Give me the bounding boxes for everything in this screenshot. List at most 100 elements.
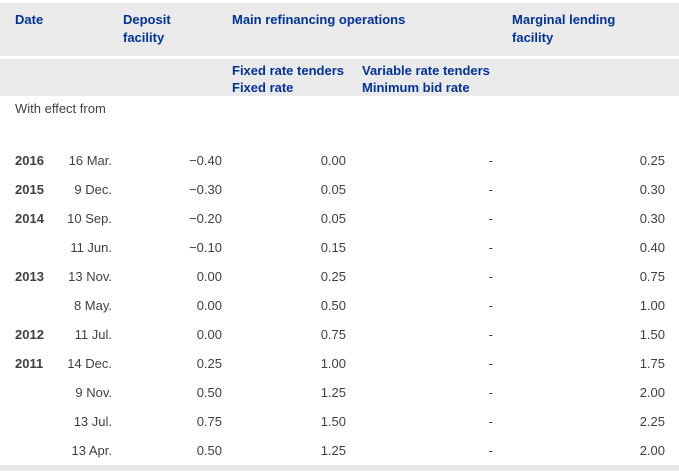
rates-table: Date Deposit facility Main refinancing o… bbox=[0, 3, 679, 465]
row-fixed-rate: 1.25 bbox=[320, 385, 346, 400]
table-row: 2011 14 Dec. 0.25 1.00 - 1.75 bbox=[0, 349, 679, 378]
subheader-fixed-rate-tenders-line2: Fixed rate bbox=[232, 79, 294, 95]
row-year: 2012 bbox=[15, 327, 44, 342]
subheader-spacer-marginal bbox=[495, 57, 679, 96]
row-date: 10 Sep. bbox=[67, 211, 112, 226]
row-marginal-lending-rate: 1.50 bbox=[639, 327, 666, 342]
column-header-marginal-lending-label: Marginal lending facility bbox=[512, 12, 616, 45]
row-variable-rate: - bbox=[488, 327, 494, 342]
row-marginal-lending-rate: 0.40 bbox=[639, 240, 666, 255]
column-header-marginal-lending: Marginal lending facility bbox=[495, 3, 679, 59]
column-header-deposit-facility: Deposit facility bbox=[114, 3, 224, 59]
table-row: 2015 9 Dec. −0.30 0.05 - 0.30 bbox=[0, 175, 679, 204]
row-deposit-facility-rate: −0.10 bbox=[189, 240, 222, 255]
row-deposit-facility-rate: 0.50 bbox=[196, 443, 222, 458]
row-year bbox=[0, 378, 50, 407]
spacer-cell bbox=[495, 96, 679, 146]
column-header-main-refinancing-label: Main refinancing operations bbox=[232, 12, 406, 27]
row-variable-rate: - bbox=[488, 298, 494, 313]
row-year bbox=[0, 233, 50, 262]
row-marginal-lending-rate: 0.30 bbox=[639, 211, 666, 226]
row-date: 13 Apr. bbox=[71, 443, 112, 458]
row-marginal-lending-rate: 0.25 bbox=[639, 153, 666, 168]
row-variable-rate: - bbox=[488, 356, 494, 371]
row-year bbox=[0, 407, 50, 436]
with-effect-from-row: With effect from bbox=[0, 96, 679, 146]
row-date: 9 Dec. bbox=[74, 182, 112, 197]
subheader-spacer-deposit bbox=[114, 57, 224, 96]
subheader-fixed-rate-tenders-line1: Fixed rate tenders bbox=[232, 62, 344, 78]
header-row-main: Date Deposit facility Main refinancing o… bbox=[0, 3, 679, 59]
row-marginal-lending-rate: 1.00 bbox=[639, 298, 666, 313]
row-deposit-facility-rate: 0.25 bbox=[196, 356, 222, 371]
row-fixed-rate: 0.05 bbox=[320, 211, 346, 226]
row-date: 11 Jul. bbox=[74, 327, 112, 342]
subheader-fixed-rate-tenders: Fixed rate tenders Fixed rate bbox=[224, 57, 348, 96]
table-row: 2016 16 Mar. −0.40 0.00 - 0.25 bbox=[0, 146, 679, 175]
row-variable-rate: - bbox=[488, 182, 494, 197]
table-header: Date Deposit facility Main refinancing o… bbox=[0, 3, 679, 96]
row-fixed-rate: 0.50 bbox=[320, 298, 346, 313]
row-date: 16 Mar. bbox=[68, 153, 112, 168]
row-deposit-facility-rate: 0.00 bbox=[196, 269, 222, 284]
row-variable-rate: - bbox=[488, 240, 494, 255]
row-fixed-rate: 0.25 bbox=[320, 269, 346, 284]
row-variable-rate: - bbox=[488, 153, 494, 168]
column-header-deposit-facility-label: Deposit facility bbox=[123, 12, 171, 45]
subheader-variable-rate-tenders-line1: Variable rate tenders bbox=[362, 62, 490, 78]
row-variable-rate: - bbox=[488, 414, 494, 429]
column-header-main-refinancing: Main refinancing operations bbox=[224, 3, 496, 59]
spacer-cell bbox=[224, 96, 348, 146]
row-year: 2013 bbox=[15, 269, 44, 284]
row-variable-rate: - bbox=[488, 211, 494, 226]
table-row: 11 Jun. −0.10 0.15 - 0.40 bbox=[0, 233, 679, 262]
row-marginal-lending-rate: 2.25 bbox=[639, 414, 666, 429]
row-year bbox=[0, 291, 50, 320]
with-effect-from-label: With effect from bbox=[15, 101, 106, 116]
table-row: 9 Nov. 0.50 1.25 - 2.00 bbox=[0, 378, 679, 407]
table-row: 2012 11 Jul. 0.00 0.75 - 1.50 bbox=[0, 320, 679, 349]
row-deposit-facility-rate: 0.50 bbox=[196, 385, 222, 400]
column-header-date-label: Date bbox=[15, 12, 44, 27]
spacer-cell bbox=[114, 96, 224, 146]
row-fixed-rate: 0.05 bbox=[320, 182, 346, 197]
row-fixed-rate: 1.25 bbox=[320, 443, 346, 458]
row-year: 2011 bbox=[15, 356, 44, 371]
row-deposit-facility-rate: 0.00 bbox=[196, 298, 222, 313]
row-date: 8 May. bbox=[73, 298, 112, 313]
row-marginal-lending-rate: 2.00 bbox=[639, 385, 666, 400]
table-body: With effect from 2016 16 Mar. −0.40 0.00… bbox=[0, 96, 679, 465]
row-marginal-lending-rate: 0.75 bbox=[639, 269, 666, 284]
table-row: 2013 13 Nov. 0.00 0.25 - 0.75 bbox=[0, 262, 679, 291]
row-date: 13 Jul. bbox=[73, 414, 112, 429]
row-fixed-rate: 1.50 bbox=[320, 414, 346, 429]
table-row: 13 Jul. 0.75 1.50 - 2.25 bbox=[0, 407, 679, 436]
row-deposit-facility-rate: −0.40 bbox=[189, 153, 222, 168]
row-year: 2015 bbox=[15, 182, 44, 197]
table-row: 2014 10 Sep. −0.20 0.05 - 0.30 bbox=[0, 204, 679, 233]
bottom-divider-bar bbox=[0, 465, 679, 471]
subheader-spacer-date bbox=[0, 57, 114, 96]
row-deposit-facility-rate: −0.30 bbox=[189, 182, 222, 197]
row-year: 2014 bbox=[15, 211, 44, 226]
row-fixed-rate: 0.15 bbox=[320, 240, 346, 255]
subheader-variable-rate-tenders: Variable rate tenders Minimum bid rate bbox=[348, 57, 496, 96]
row-year bbox=[0, 436, 50, 465]
row-deposit-facility-rate: 0.75 bbox=[196, 414, 222, 429]
row-deposit-facility-rate: 0.00 bbox=[196, 327, 222, 342]
header-row-sub: Fixed rate tenders Fixed rate Variable r… bbox=[0, 57, 679, 96]
row-variable-rate: - bbox=[488, 385, 494, 400]
row-fixed-rate: 1.00 bbox=[320, 356, 346, 371]
column-header-date: Date bbox=[0, 3, 114, 59]
row-marginal-lending-rate: 1.75 bbox=[639, 356, 666, 371]
row-marginal-lending-rate: 2.00 bbox=[639, 443, 666, 458]
row-date: 9 Nov. bbox=[75, 385, 112, 400]
row-variable-rate: - bbox=[488, 269, 494, 284]
subheader-variable-rate-tenders-line2: Minimum bid rate bbox=[362, 79, 470, 95]
row-marginal-lending-rate: 0.30 bbox=[639, 182, 666, 197]
row-date: 14 Dec. bbox=[67, 356, 112, 371]
row-variable-rate: - bbox=[488, 443, 494, 458]
spacer-cell bbox=[348, 96, 495, 146]
row-fixed-rate: 0.00 bbox=[320, 153, 346, 168]
